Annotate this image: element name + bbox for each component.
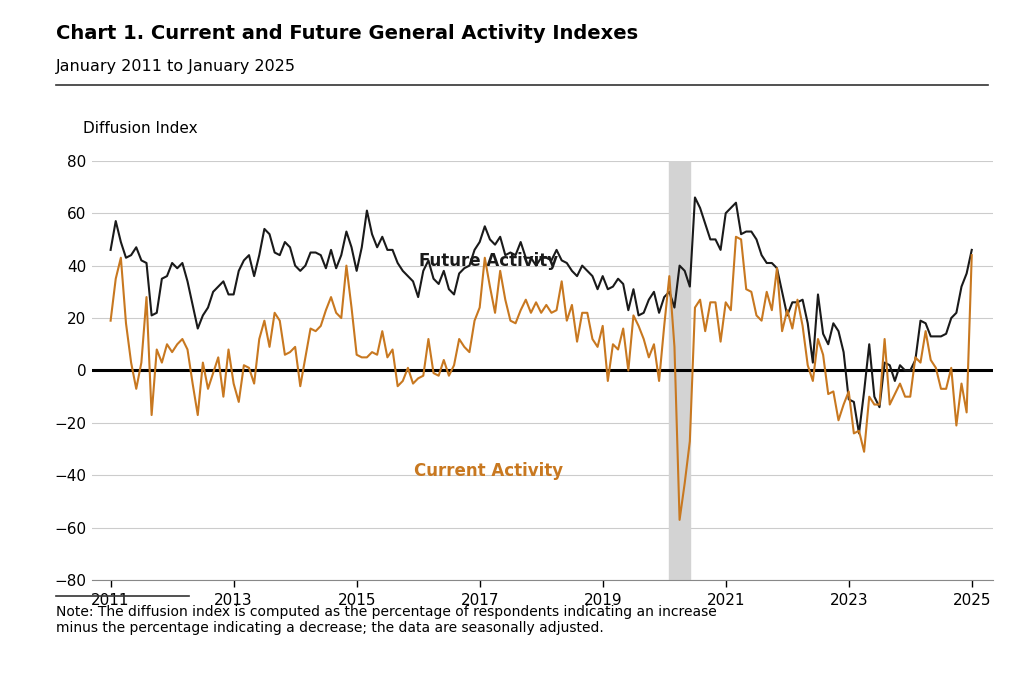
Text: Diffusion Index: Diffusion Index: [83, 121, 198, 136]
Text: Note: The diffusion index is computed as the percentage of respondents indicatin: Note: The diffusion index is computed as…: [56, 605, 717, 635]
Text: Future Activity: Future Activity: [419, 252, 558, 271]
Text: Chart 1. Current and Future General Activity Indexes: Chart 1. Current and Future General Acti…: [56, 24, 638, 43]
Text: January 2011 to January 2025: January 2011 to January 2025: [56, 59, 296, 74]
Text: Current Activity: Current Activity: [414, 462, 563, 480]
Bar: [669, 161, 690, 580]
